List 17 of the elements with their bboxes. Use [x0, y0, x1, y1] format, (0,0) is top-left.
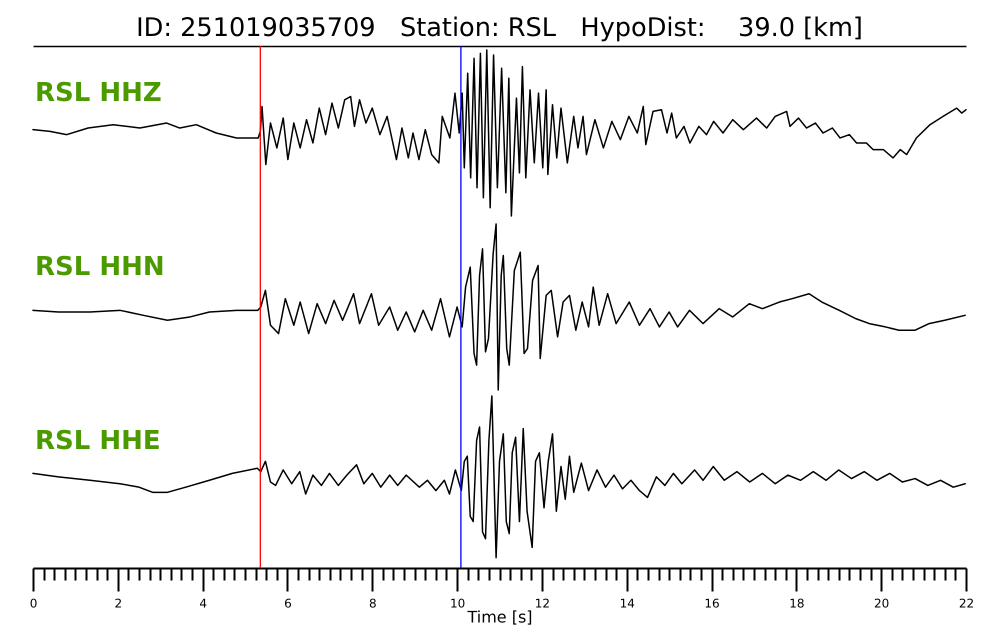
x-tick-label: 6	[284, 596, 292, 610]
x-tick-label: 22	[958, 596, 974, 610]
x-tick-label: 14	[620, 596, 635, 610]
x-tick-label: 16	[704, 596, 720, 610]
series-label: RSL HHZ	[35, 78, 162, 108]
series-label: RSL HHN	[35, 252, 165, 282]
x-tick-label: 4	[199, 596, 207, 610]
x-tick-label: 18	[789, 596, 805, 610]
x-tick-label: 0	[30, 596, 38, 610]
x-tick-label: 20	[874, 596, 890, 610]
x-axis-title: Time [s]	[466, 608, 533, 626]
x-tick-label: 2	[114, 596, 122, 610]
chart-title: ID: 251019035709 Station: RSL HypoDist: 39.0 [km]	[136, 12, 863, 43]
x-tick-label: 8	[368, 596, 377, 610]
x-tick-label: 12	[534, 596, 550, 610]
series-label: RSL HHE	[35, 426, 161, 456]
x-tick-label: 10	[450, 596, 466, 610]
